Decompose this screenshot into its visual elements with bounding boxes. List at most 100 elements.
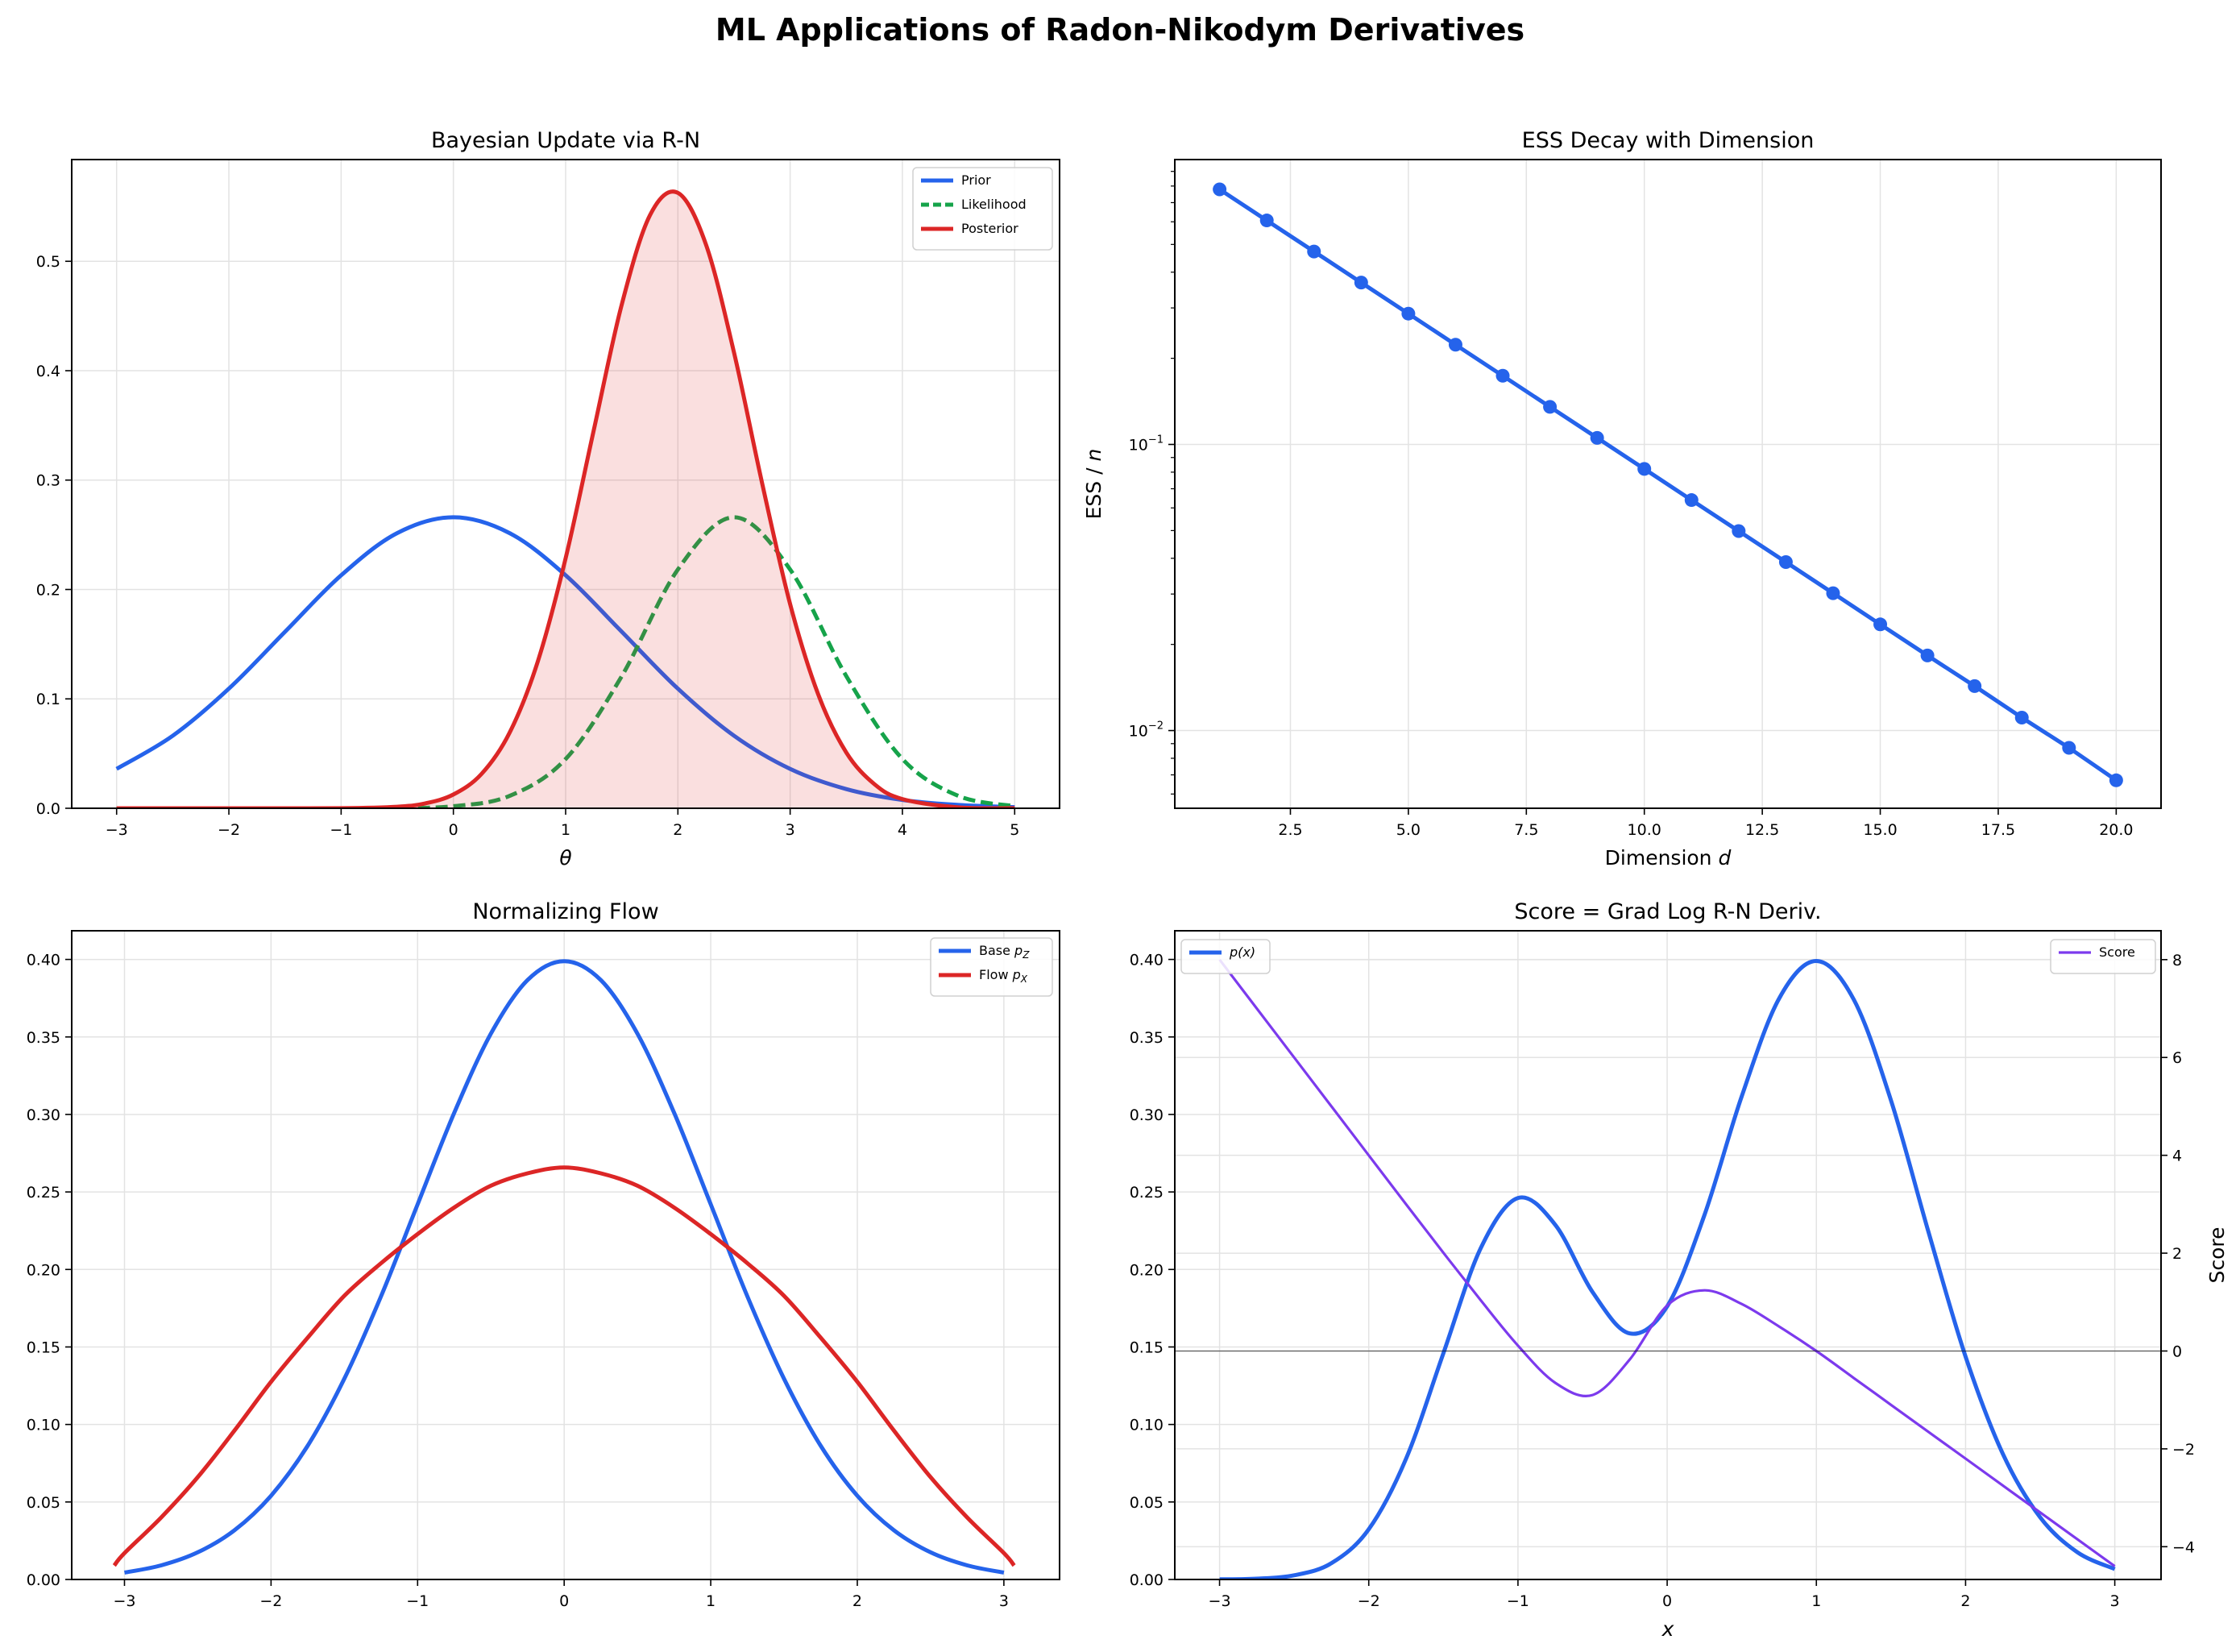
flow-p-x-line xyxy=(112,1165,1016,1567)
x-tick-label: 0 xyxy=(559,1592,569,1610)
y-tick-label: 0.15 xyxy=(27,1339,60,1356)
y-tick-label: 10−1 xyxy=(1129,434,1164,455)
legend-label: Posterior xyxy=(961,221,1018,236)
y-right-tick-label: 0 xyxy=(2172,1343,2182,1360)
posterior-line xyxy=(116,189,1015,808)
grid xyxy=(1175,931,2161,1580)
subplot-3: −3 −2 −1 0 1 2 3 0.00 0.05 0.10 0.15 0.20 0.25 0.30 0.… xyxy=(27,899,1060,1610)
p-x--line xyxy=(1219,958,2116,1579)
y-tick-label: 0.10 xyxy=(27,1417,60,1434)
data-point-19 xyxy=(2062,741,2076,755)
data-point-13 xyxy=(1778,554,1793,569)
y-tick-label: 0.15 xyxy=(1130,1339,1164,1356)
data-point-7 xyxy=(1495,368,1510,383)
base-p-z-line xyxy=(124,959,1005,1575)
y-right-tick-label: −2 xyxy=(2172,1441,2195,1459)
x-tick-label: 2 xyxy=(673,821,682,839)
legend-label: Prior xyxy=(961,172,991,188)
x-tick-label: 4 xyxy=(898,821,907,839)
x-tick-label: 20.0 xyxy=(2099,821,2133,839)
subplot-2: 2.5 5.0 7.5 10.0 12.5 15.0 17.5 20.0 10−1 10−2 ESS… xyxy=(1082,128,2162,870)
data-point-8 xyxy=(1543,400,1558,414)
x-tick-label: 5 xyxy=(1010,821,1019,839)
y-tick-label: 0.40 xyxy=(1130,952,1164,969)
y-right-tick-label: 4 xyxy=(2172,1148,2182,1165)
data-point-17 xyxy=(1968,679,1982,693)
x-tick-label: 12.5 xyxy=(1745,821,1779,839)
x-tick-label: 10.0 xyxy=(1628,821,1661,839)
data-point-18 xyxy=(2014,710,2029,724)
subplot-title: Bayesian Update via R-N xyxy=(431,128,700,153)
data-point-15 xyxy=(1873,617,1888,632)
y-right-tick-label: 2 xyxy=(2172,1245,2182,1263)
figure-title: ML Applications of Radon-Nikodym Derivat… xyxy=(716,12,1524,48)
subplot-title: Score = Grad Log R-N Deriv. xyxy=(1514,899,1821,924)
x-axis-label: x xyxy=(1661,1617,1674,1641)
x-tick-label: 2.5 xyxy=(1278,821,1302,839)
y-right-tick-label: 8 xyxy=(2172,952,2182,969)
series-group xyxy=(1213,182,2123,787)
legend-label: Flow pX xyxy=(979,967,1028,985)
grid xyxy=(72,931,1060,1580)
x-tick-label: 1 xyxy=(561,821,570,839)
axes-frame xyxy=(71,930,1060,1580)
y-tick-label: 0.5 xyxy=(36,253,60,271)
y-tick-label: 0.05 xyxy=(27,1494,60,1512)
series-group xyxy=(112,959,1016,1575)
legend: Prior Likelihood Posterior xyxy=(912,167,1053,251)
y-axis-label: ESS / n xyxy=(1082,449,1105,520)
data-point-5 xyxy=(1401,306,1416,321)
data-point-3 xyxy=(1307,244,1321,259)
y-tick-label: 0.25 xyxy=(1130,1184,1164,1202)
y-tick-label: 0.20 xyxy=(1130,1261,1164,1279)
y-tick-label: 0.35 xyxy=(1130,1029,1164,1047)
y-tick-label: 0.25 xyxy=(27,1184,60,1202)
y-tick-label: 0.20 xyxy=(27,1261,60,1279)
x-tick-label: 2 xyxy=(852,1592,862,1610)
subplot-title: ESS Decay with Dimension xyxy=(1522,128,1815,153)
data-point-20 xyxy=(2109,773,2123,787)
grid xyxy=(72,160,1060,809)
y-tick-label: 0.30 xyxy=(27,1106,60,1124)
likelihood-line xyxy=(116,515,1015,808)
legend-label: Base pZ xyxy=(979,943,1030,961)
x-tick-label: −2 xyxy=(259,1592,282,1610)
y-tick-label: 0.30 xyxy=(1130,1106,1164,1124)
x-tick-label: 3 xyxy=(786,821,795,839)
y-tick-label: 0.35 xyxy=(27,1029,60,1047)
legend-frame xyxy=(1180,939,1271,974)
legend-label: Score xyxy=(2099,944,2135,960)
x-tick-label: −1 xyxy=(330,821,352,839)
y-tick-label: 0.05 xyxy=(1130,1494,1164,1512)
x-tick-label: 15.0 xyxy=(1863,821,1897,839)
y-tick-label: 0.00 xyxy=(27,1571,60,1589)
y-tick-label: 0.2 xyxy=(36,581,60,599)
x-tick-label: 0 xyxy=(1662,1592,1672,1610)
data-point-11 xyxy=(1684,493,1699,508)
subplot-title: Normalizing Flow xyxy=(472,899,658,924)
subplot-1: −3 −2 −1 0 1 2 3 4 5 0.0 0.1 0.2 0.3 0.4 0.5 Bayesian U… xyxy=(36,128,1060,870)
y-right-tick-label: 6 xyxy=(2172,1049,2182,1067)
data-point-2 xyxy=(1259,214,1274,228)
legend-label: p(x) xyxy=(1229,944,1255,960)
x-tick-label: 7.5 xyxy=(1514,821,1538,839)
y-tick-label: 0.4 xyxy=(36,363,60,380)
x-tick-label: −3 xyxy=(106,821,128,839)
y-tick-label: 0.0 xyxy=(36,800,60,818)
x-tick-label: −1 xyxy=(1507,1592,1529,1610)
y-tick-label: 10−2 xyxy=(1129,720,1164,741)
legend: Base pZ Flow pX xyxy=(930,937,1053,997)
data-point-1 xyxy=(1213,182,1227,197)
legend-frame xyxy=(2050,939,2156,974)
x-tick-label: 3 xyxy=(999,1592,1009,1610)
legend: Score xyxy=(2050,939,2156,974)
data-point-6 xyxy=(1448,338,1462,352)
data-point-10 xyxy=(1637,462,1652,476)
x-tick-label: −1 xyxy=(406,1592,429,1610)
series-line xyxy=(1218,187,2118,782)
y-tick-label: 0.10 xyxy=(1130,1417,1164,1434)
legend-label: Likelihood xyxy=(961,197,1027,212)
axes-frame xyxy=(1174,159,2162,809)
y-tick-label: 0.40 xyxy=(27,952,60,969)
